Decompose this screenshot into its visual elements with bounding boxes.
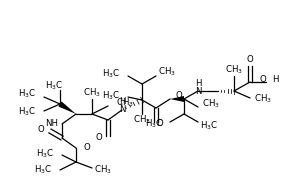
Text: O: O [95, 133, 102, 141]
Text: H: H [272, 75, 279, 85]
Text: CH$_3$: CH$_3$ [254, 93, 272, 105]
Text: H$_3$C: H$_3$C [45, 80, 63, 92]
Text: H$_3$C: H$_3$C [102, 90, 120, 102]
Text: H: H [195, 79, 201, 87]
Text: H$_3$C: H$_3$C [145, 118, 163, 130]
Text: CH$_3$: CH$_3$ [225, 64, 243, 76]
Polygon shape [59, 101, 76, 114]
Text: O: O [247, 55, 253, 64]
Text: O: O [176, 92, 183, 100]
Text: O: O [260, 75, 267, 85]
Text: CH$_3$: CH$_3$ [116, 97, 134, 109]
Text: N: N [195, 87, 201, 95]
Polygon shape [170, 96, 184, 102]
Text: H$_3$C: H$_3$C [18, 88, 36, 100]
Text: H: H [119, 98, 125, 107]
Text: CH$_3$: CH$_3$ [133, 114, 151, 126]
Text: H$_3$C: H$_3$C [34, 164, 52, 176]
Text: H$_3$C: H$_3$C [36, 148, 54, 160]
Text: H$_3$C: H$_3$C [102, 68, 120, 80]
Text: CH$_3$: CH$_3$ [202, 98, 220, 110]
Text: H$_3$C: H$_3$C [18, 106, 36, 118]
Text: CH$_3$: CH$_3$ [94, 164, 112, 176]
Text: O: O [157, 120, 163, 128]
Text: CH$_3$: CH$_3$ [158, 66, 176, 78]
Text: NH: NH [45, 119, 58, 127]
Text: O: O [84, 144, 91, 152]
Text: O: O [37, 126, 44, 134]
Text: N: N [119, 106, 125, 114]
Text: CH$_3$: CH$_3$ [83, 87, 101, 99]
Text: H$_3$C: H$_3$C [200, 120, 218, 132]
